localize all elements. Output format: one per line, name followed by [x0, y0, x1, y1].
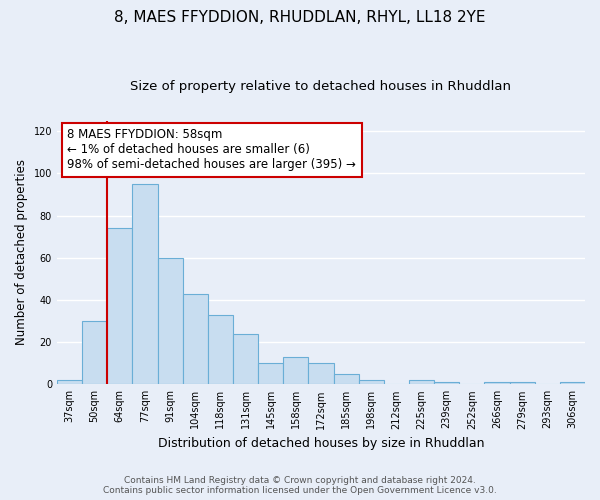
Bar [182, 294, 208, 384]
Bar [359, 380, 384, 384]
Bar [484, 382, 509, 384]
Bar [308, 363, 334, 384]
Text: Contains HM Land Registry data © Crown copyright and database right 2024.
Contai: Contains HM Land Registry data © Crown c… [103, 476, 497, 495]
Bar [208, 314, 233, 384]
Bar [334, 374, 359, 384]
Bar [258, 363, 283, 384]
Title: Size of property relative to detached houses in Rhuddlan: Size of property relative to detached ho… [130, 80, 511, 93]
Bar [283, 357, 308, 384]
Bar [233, 334, 258, 384]
Bar [434, 382, 459, 384]
Y-axis label: Number of detached properties: Number of detached properties [15, 160, 28, 346]
Bar [133, 184, 158, 384]
Text: 8 MAES FFYDDION: 58sqm
← 1% of detached houses are smaller (6)
98% of semi-detac: 8 MAES FFYDDION: 58sqm ← 1% of detached … [67, 128, 356, 172]
Bar [57, 380, 82, 384]
Text: 8, MAES FFYDDION, RHUDDLAN, RHYL, LL18 2YE: 8, MAES FFYDDION, RHUDDLAN, RHYL, LL18 2… [114, 10, 486, 25]
Bar [82, 321, 107, 384]
Bar [509, 382, 535, 384]
Bar [560, 382, 585, 384]
Bar [107, 228, 133, 384]
Bar [409, 380, 434, 384]
Bar [158, 258, 182, 384]
X-axis label: Distribution of detached houses by size in Rhuddlan: Distribution of detached houses by size … [158, 437, 484, 450]
